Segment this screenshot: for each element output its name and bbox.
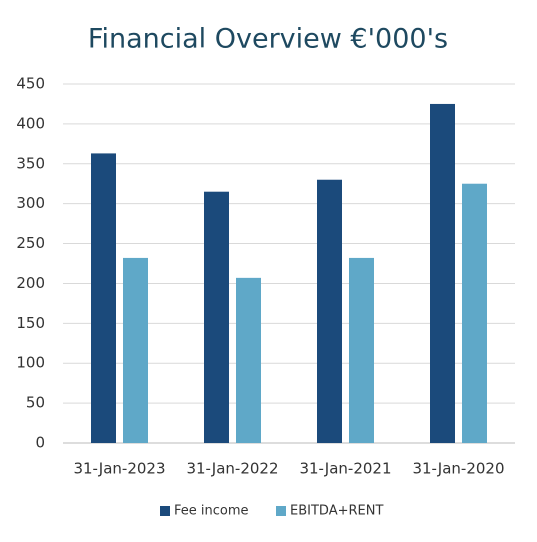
y-tick-label: 450 [16,75,45,93]
x-tick-label: 31-Jan-2020 [412,460,504,478]
y-tick-label: 200 [16,274,45,292]
x-tick-label: 31-Jan-2023 [73,460,165,478]
x-tick-label: 31-Jan-2021 [299,460,391,478]
chart-title: Financial Overview €'000's [88,24,448,55]
bar [123,257,148,443]
x-tick-label: 31-Jan-2022 [186,460,278,478]
y-tick-label: 350 [16,154,45,172]
legend-label: EBITDA+RENT [290,504,383,519]
y-tick-label: 100 [16,354,45,372]
y-tick-label: 250 [16,234,45,252]
y-tick-label: 150 [16,314,45,332]
bar [91,153,116,443]
y-tick-label: 300 [16,194,45,212]
bar [236,277,261,443]
legend-swatch [160,506,170,516]
bar [317,179,342,443]
y-tick-label: 0 [35,434,45,452]
bar [349,257,374,443]
y-tick-label: 50 [26,394,45,412]
legend-swatch [276,506,286,516]
legend-label: Fee income [174,504,249,519]
y-tick-label: 400 [16,114,45,132]
bar [204,191,229,443]
bar [462,183,487,443]
bar [430,103,455,443]
